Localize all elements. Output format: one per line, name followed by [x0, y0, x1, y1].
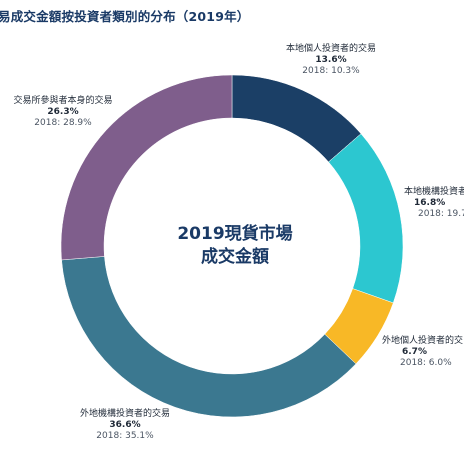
label-overseas-retail-prior: 2018: 6.0%: [400, 358, 452, 368]
slice-local-institutional: [328, 133, 404, 304]
label-exchange-participants-name: 交易所參與者本身的交易: [13, 96, 113, 106]
label-local-retail: 本地個人投資者的交易 13.6% 2018: 10.3%: [256, 44, 406, 77]
label-local-retail-name: 本地個人投資者的交易: [285, 44, 376, 54]
label-overseas-institutional-prior: 2018: 35.1%: [96, 431, 154, 441]
center-label-line1: 2019現貨市場: [177, 224, 293, 244]
label-overseas-retail: 外地個人投資者的交 6.7% 2018: 6.0%: [382, 336, 463, 369]
label-overseas-retail-value: 6.7%: [402, 347, 427, 357]
label-overseas-retail-name: 外地個人投資者的交: [382, 336, 464, 346]
label-local-retail-value: 13.6%: [315, 55, 347, 65]
label-exchange-participants-value: 26.3%: [47, 107, 79, 117]
center-label-line2: 成交金額: [201, 247, 269, 267]
slice-local-retail: [231, 74, 362, 163]
label-local-institutional-prior: 2018: 19.7: [418, 209, 464, 219]
label-local-retail-prior: 2018: 10.3%: [302, 66, 360, 76]
slice-exchange-participants: [60, 74, 233, 261]
label-overseas-institutional: 外地機構投資者的交易 36.6% 2018: 35.1%: [50, 409, 200, 442]
label-exchange-participants-prior: 2018: 28.9%: [34, 118, 92, 128]
slice-overseas-institutional: [61, 256, 357, 418]
label-exchange-participants: 交易所參與者本身的交易 26.3% 2018: 28.9%: [4, 96, 122, 129]
label-overseas-institutional-value: 36.6%: [109, 420, 141, 430]
label-local-institutional-name: 本地機構投資者: [404, 187, 464, 197]
label-overseas-institutional-name: 外地機構投資者的交易: [79, 409, 170, 419]
donut-slices: [60, 74, 404, 418]
label-local-institutional-value: 16.8%: [414, 198, 446, 208]
label-local-institutional: 本地機構投資者 16.8% 2018: 19.7: [404, 187, 464, 220]
chart-title: 易成交金額按投資者類別的分布（2019年）: [0, 9, 250, 24]
